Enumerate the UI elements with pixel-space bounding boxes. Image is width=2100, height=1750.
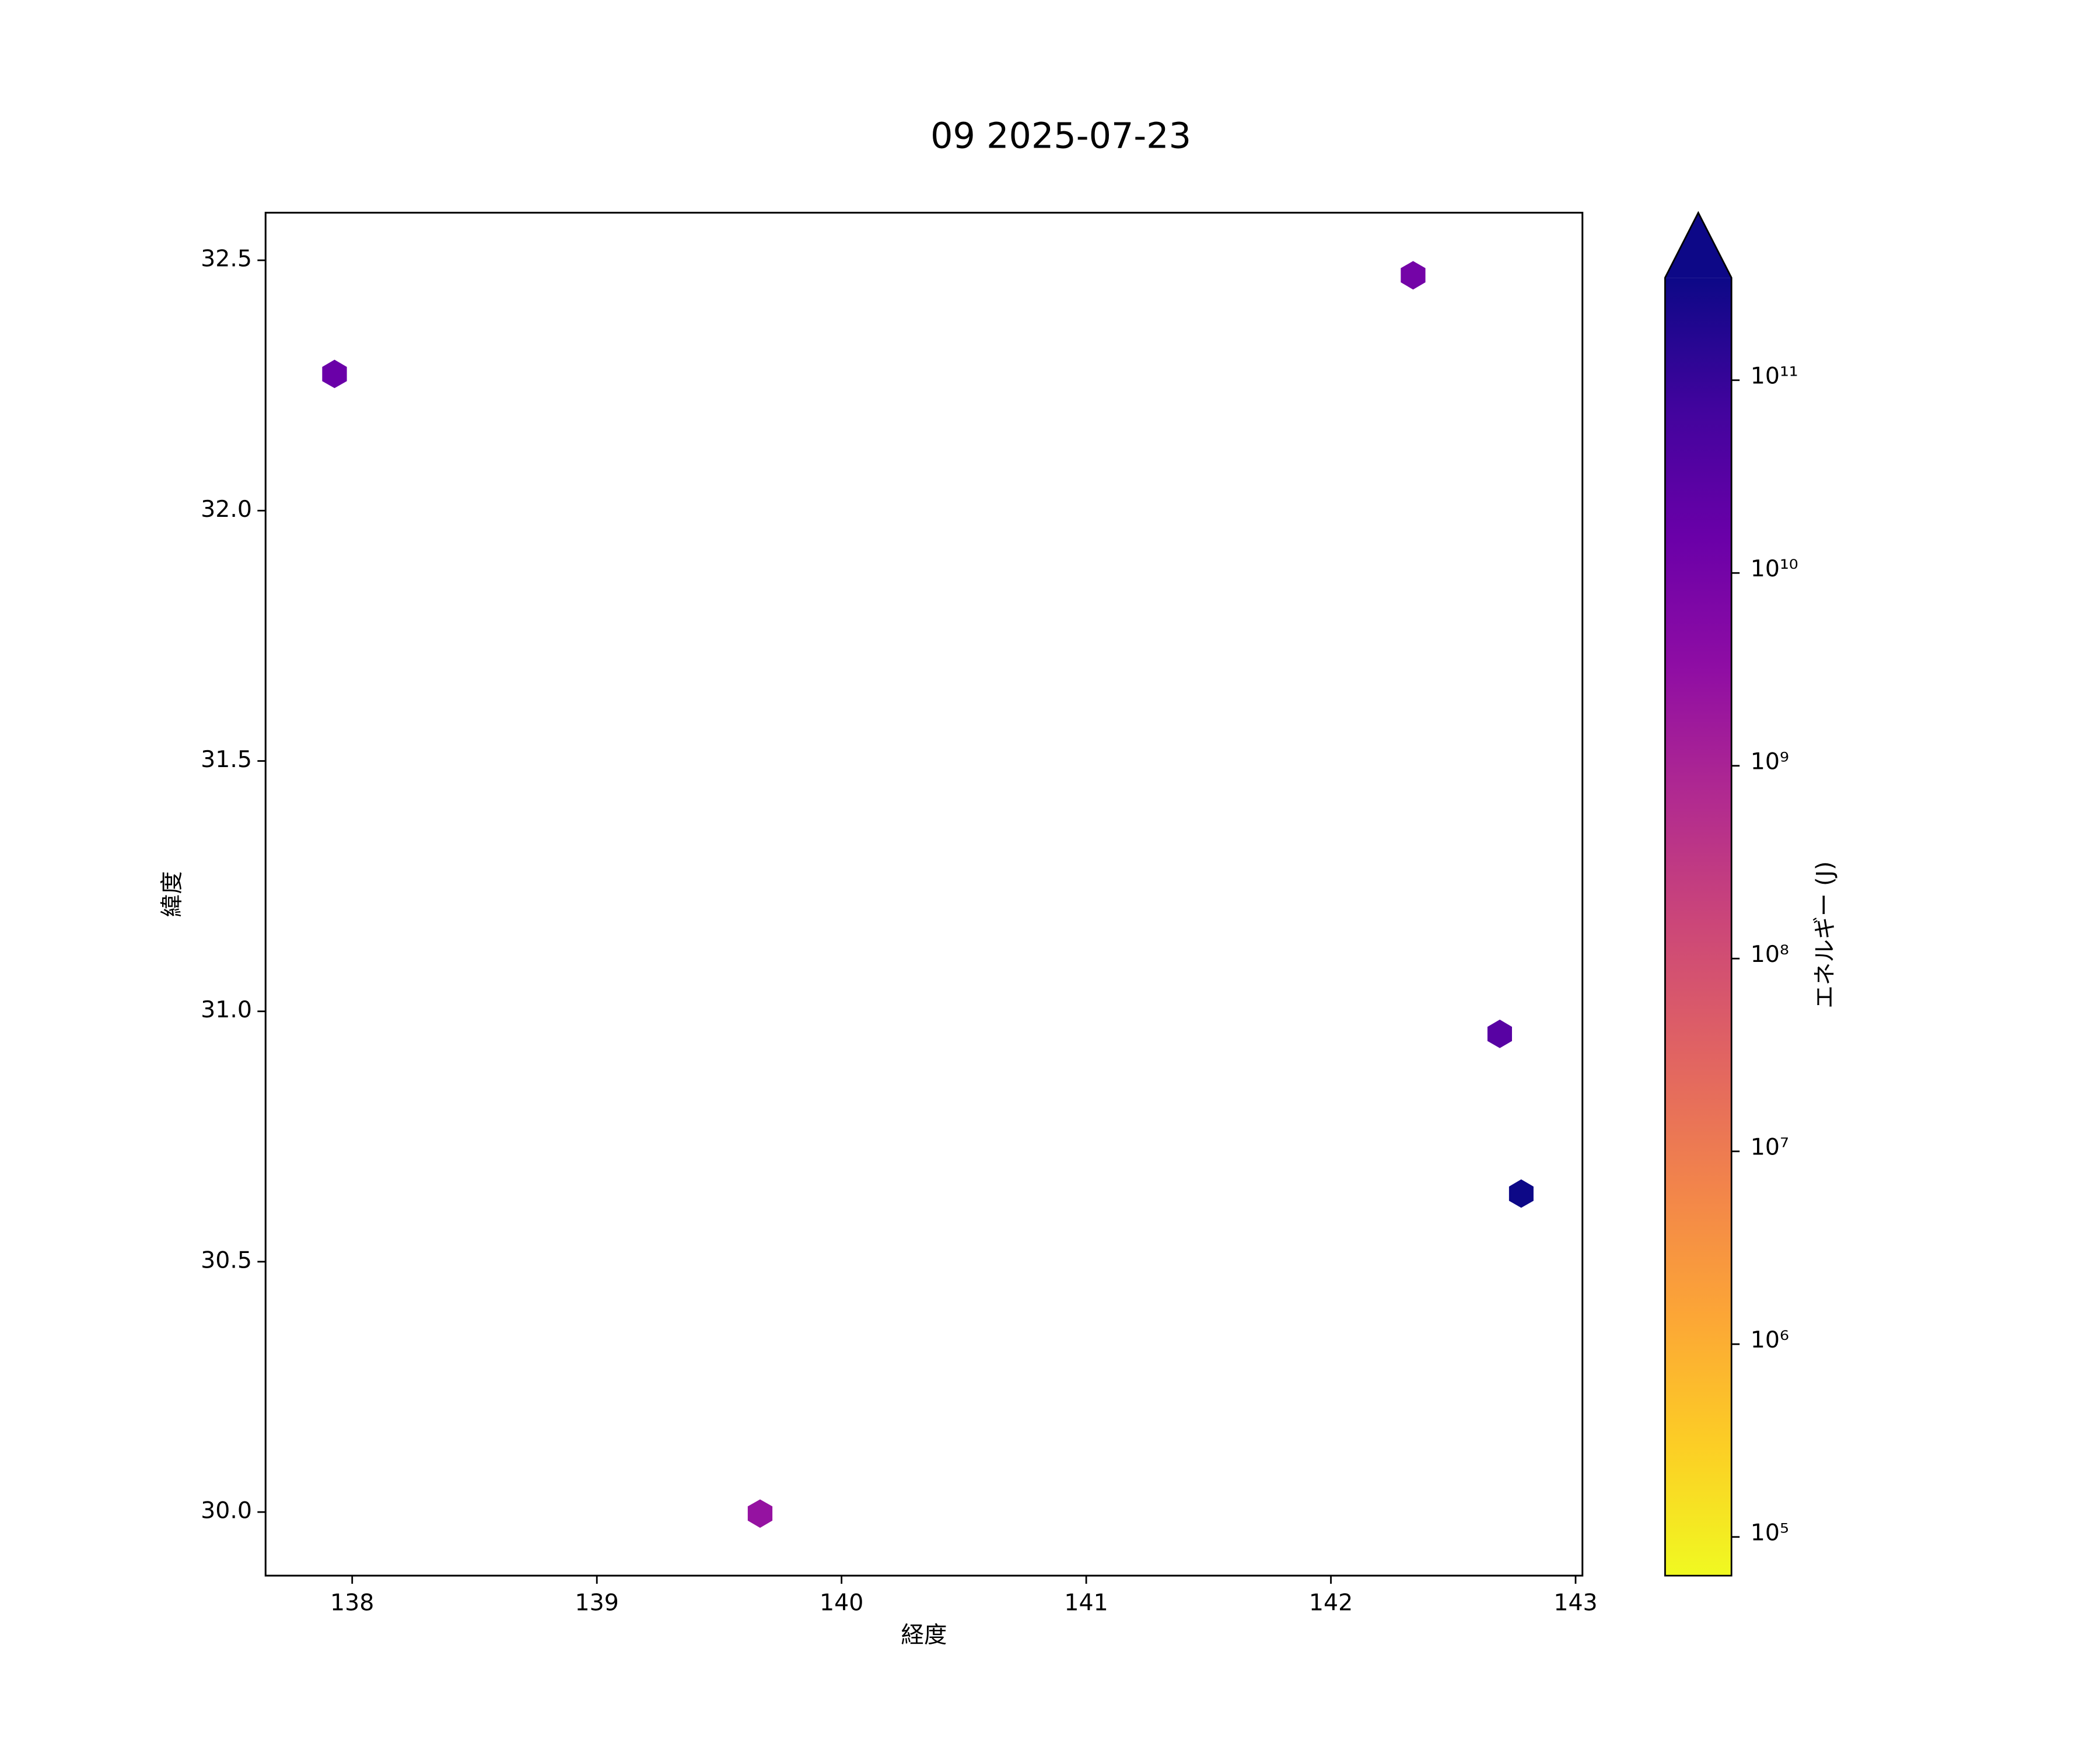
- x-tick-label: 140: [820, 1589, 863, 1616]
- point: [1401, 261, 1426, 290]
- colorbar-label: エネルギー (J): [1811, 861, 1838, 1008]
- colorbar-tick-label: 10¹¹: [1751, 363, 1798, 390]
- y-tick-label: 31.0: [201, 996, 252, 1023]
- point: [322, 359, 347, 388]
- colorbar-tick-label: 10⁸: [1751, 941, 1789, 968]
- y-tick-label: 30.0: [201, 1497, 252, 1524]
- x-axis-label: 経度: [901, 1622, 947, 1648]
- colorbar-tick-label: 10⁷: [1751, 1134, 1789, 1161]
- colorbar-tick-label: 10⁹: [1751, 748, 1789, 775]
- point: [1487, 1019, 1512, 1048]
- y-tick-label: 31.5: [201, 746, 252, 773]
- plot-frame: [264, 212, 1584, 1577]
- colorbar: [1665, 278, 1732, 1576]
- y-axis-label: 緯度: [159, 871, 186, 917]
- chart-title: 09 2025-07-23: [930, 116, 1191, 156]
- colorbar-tick-label: 10¹⁰: [1751, 555, 1798, 582]
- colorbar-outline: [1664, 211, 1732, 1577]
- y-tick-label: 32.5: [201, 246, 252, 272]
- x-tick-label: 139: [575, 1589, 619, 1616]
- point: [747, 1499, 773, 1528]
- x-tick-label: 138: [330, 1589, 374, 1616]
- colorbar-extend: [1665, 212, 1732, 278]
- x-tick-label: 143: [1553, 1589, 1597, 1616]
- x-tick-label: 142: [1309, 1589, 1353, 1616]
- point: [1508, 1179, 1534, 1208]
- colorbar-tick-label: 10⁶: [1751, 1326, 1789, 1353]
- y-tick-label: 32.0: [201, 496, 252, 523]
- y-tick-label: 30.5: [201, 1247, 252, 1273]
- colorbar-tick-label: 10⁵: [1751, 1520, 1789, 1546]
- x-tick-label: 141: [1064, 1589, 1108, 1616]
